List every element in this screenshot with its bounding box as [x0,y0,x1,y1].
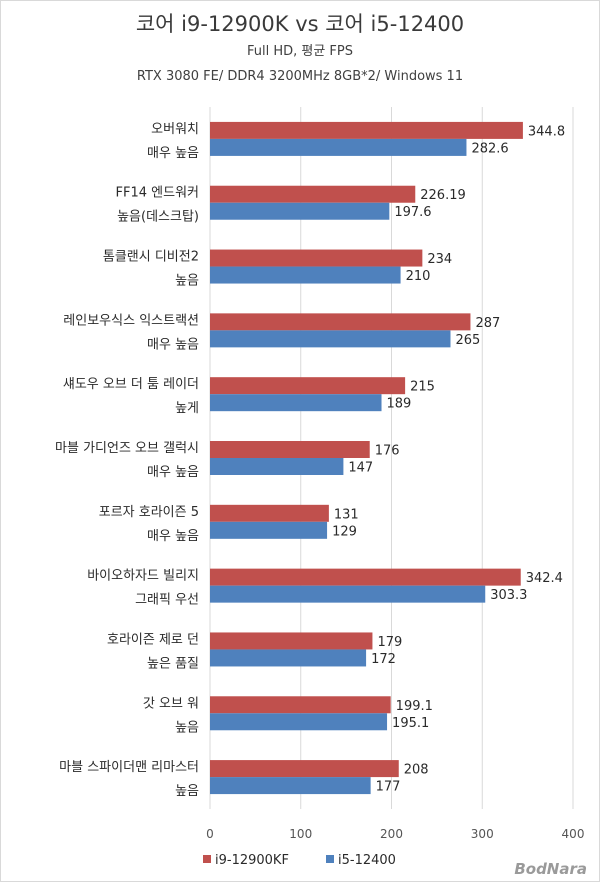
x-tick-label: 300 [471,827,494,841]
bar-i9 [210,760,399,778]
category-label: 오버워치 [151,122,199,137]
bar-i5 [210,585,486,603]
data-label: 177 [376,780,401,795]
bar-i9 [210,504,329,522]
data-label: 195.1 [392,716,429,731]
data-label: 215 [410,380,435,395]
x-tick-label: 200 [380,827,403,841]
category-setting-label: 높음 [175,274,199,289]
category-setting-label: 높음(데스크탑) [117,210,199,225]
data-label: 287 [475,316,500,331]
category-setting-label: 높은 품질 [147,656,199,671]
category-label: 호라이즌 제로 던 [107,632,199,647]
bar-i5 [210,458,344,475]
bar-i5 [210,394,382,412]
legend-swatch [203,855,211,863]
data-label: 172 [371,652,396,667]
category-label: 마블 가디언즈 오브 갤럭시 [55,441,199,456]
data-label: 131 [334,507,359,522]
bar-i9 [210,632,373,650]
data-label: 226.19 [420,188,466,203]
chart-subtitle-1: Full HD, 평균 FPS [247,44,353,59]
category-label: 레인보우식스 익스트랙션 [63,313,199,328]
bar-i9 [210,121,523,139]
data-label: 234 [427,252,452,267]
x-tick-label: 0 [206,827,214,841]
bar-i5 [210,713,388,731]
bar-i5 [210,138,467,156]
category-setting-label: 높게 [175,401,199,416]
category-label: 마블 스파이더맨 리마스터 [59,760,199,775]
bar-i5 [210,330,451,348]
data-label: 176 [375,444,400,459]
data-label: 208 [404,763,429,778]
category-label: 바이오하자드 빌리지 [87,569,199,584]
data-label: 344.8 [528,124,565,139]
bar-i9 [210,441,370,458]
category-setting-label: 높음 [175,784,199,799]
data-label: 147 [348,461,373,476]
bar-i5 [210,202,390,220]
data-label: 189 [387,397,412,412]
data-label: 282.6 [471,141,508,156]
legend: i9-12900KF i5-12400 [203,853,396,868]
category-label: 갓 오브 워 [143,696,199,711]
data-label: 265 [455,333,480,348]
bar-i9 [210,313,471,331]
data-label: 179 [377,635,402,650]
category-setting-label: 매우 높음 [147,465,199,480]
category-setting-label: 매우 높음 [147,337,199,352]
bar-i9 [210,249,423,267]
category-label: FF14 엔드워커 [116,186,199,201]
legend-label: i9-12900KF [215,853,289,868]
bar-i9 [210,568,521,586]
data-label: 197.6 [394,205,431,220]
bar-i9 [210,696,391,714]
category-label: 섀도우 오브 더 툼 레이더 [63,377,199,392]
category-setting-label: 매우 높음 [147,146,199,161]
category-label: 포르자 호라이즌 5 [99,505,199,520]
bodnara-logo: BodNara [514,860,587,878]
category-setting-label: 높음 [175,720,199,735]
category-label: 톰클랜시 디비전2 [103,250,199,265]
bars [210,121,523,795]
chart-title: 코어 i9-12900K vs 코어 i5-12400 [136,12,464,36]
category-setting-label: 매우 높음 [147,529,199,544]
category-setting-label: 그래픽 우선 [135,593,199,608]
data-label: 303.3 [490,588,527,603]
legend-label: i5-12400 [338,853,396,868]
data-label: 129 [332,524,357,539]
bar-i5 [210,777,371,795]
data-label: 342.4 [526,571,563,586]
x-tick-label: 400 [562,827,585,841]
chart-subtitle-2: RTX 3080 FE/ DDR4 3200MHz 8GB*2/ Windows… [137,69,463,84]
data-label: 210 [406,269,431,284]
x-tick-label: 100 [289,827,312,841]
bar-i5 [210,649,367,667]
bar-i5 [210,266,401,284]
bar-i9 [210,185,416,203]
legend-swatch [326,855,334,863]
bar-i9 [210,377,406,395]
data-label: 199.1 [396,699,433,714]
bar-i5 [210,521,328,539]
